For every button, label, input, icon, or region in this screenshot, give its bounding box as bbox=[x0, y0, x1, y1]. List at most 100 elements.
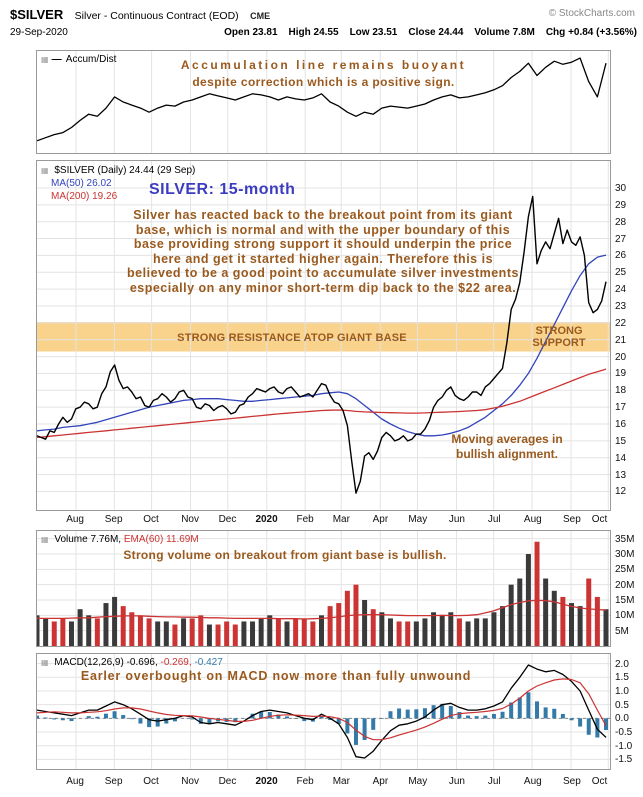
paragraph-line: Silver has reacted back to the breakout … bbox=[133, 208, 513, 222]
price-y-axis: 30 29 28 27 26 25 24 23 22 21 20 19 18 17 16 15 14 13 12 bbox=[615, 161, 643, 510]
x-axis-month-label: Aug bbox=[523, 776, 542, 787]
y-axis-tick-label: 22 bbox=[615, 317, 627, 329]
volume-ema-legend-label: EMA(60) 11.69M bbox=[123, 534, 199, 545]
x-axis-month-label: Aug bbox=[66, 776, 84, 787]
x-axis-month-label: 2020 bbox=[255, 776, 278, 787]
y-axis-tick-label: 12 bbox=[615, 486, 627, 498]
macd-annotation: Earler overbought on MACD now more than … bbox=[80, 669, 472, 683]
quote-high-value: 24.55 bbox=[313, 27, 339, 38]
quote-date: 29-Sep-2020 bbox=[10, 27, 68, 38]
resistance-band-label: STRONG RESISTANCE ATOP GIANT BASE bbox=[177, 332, 407, 344]
panel-grip-icon: ▦ bbox=[41, 658, 49, 667]
x-axis-months-middle: Aug Sep Oct Nov Dec 2020 Feb Mar Apr May Jun Jul Aug… bbox=[0, 514, 643, 527]
y-axis-tick-label: 21 bbox=[615, 334, 627, 346]
quote-close-label: Close bbox=[408, 27, 436, 38]
y-axis-tick-label: 30M bbox=[615, 549, 635, 560]
macd-plot bbox=[37, 654, 610, 769]
x-axis-month-label: Jun bbox=[448, 776, 465, 787]
quote-volume: Volume 7.8M bbox=[474, 27, 534, 38]
quote-volume-value: 7.8M bbox=[512, 27, 535, 38]
x-axis-month-label: Sep bbox=[104, 776, 123, 787]
quote-close-value: 24.44 bbox=[438, 27, 464, 38]
x-axis-month-label: 2020 bbox=[255, 514, 278, 525]
quote-high: High 24.55 bbox=[289, 27, 339, 38]
quote-low-label: Low bbox=[349, 27, 370, 38]
macd-legend-label: MACD(12,26,9) bbox=[54, 657, 124, 668]
x-axis-month-label: Dec bbox=[218, 776, 237, 787]
quote-open-value: 23.81 bbox=[252, 27, 278, 38]
price-annotation-paragraph: Silver has reacted back to the breakout … bbox=[43, 208, 603, 295]
quote-volume-label: Volume bbox=[474, 27, 510, 38]
y-axis-tick-label: -1.5 bbox=[615, 754, 633, 766]
macd-legend: ▦ MACD(12,26,9) -0.696, -0.269, -0.427 bbox=[41, 657, 223, 668]
macd-y-axis: 2.0 1.5 1.0 0.5 0.0 -0.5 -1.0 -1.5 bbox=[615, 654, 643, 769]
y-axis-tick-label: 26 bbox=[615, 250, 627, 262]
quote-open: Open 23.81 bbox=[224, 27, 277, 38]
x-axis-month-label: Jul bbox=[487, 514, 501, 525]
y-axis-tick-label: 30 bbox=[615, 182, 627, 194]
quote-low-value: 23.51 bbox=[372, 27, 398, 38]
moving-average-note: Moving averages in bullish alignment. bbox=[417, 432, 597, 461]
y-axis-tick-label: 24 bbox=[615, 284, 627, 296]
panel-grip-icon: ▦ bbox=[41, 166, 49, 175]
moving-average-note-line2: bullish alignment. bbox=[455, 446, 558, 461]
x-axis-month-label: Oct bbox=[591, 776, 608, 787]
x-axis-month-label: Sep bbox=[562, 776, 581, 787]
price-panel: ▦ $SILVER (Daily) 24.44 (29 Sep) MA(50) … bbox=[36, 160, 611, 511]
y-axis-tick-label: -1.0 bbox=[615, 740, 633, 752]
quote-open-label: Open bbox=[224, 27, 250, 38]
y-axis-tick-label: -0.5 bbox=[615, 727, 633, 739]
y-axis-tick-label: 1.5 bbox=[615, 672, 629, 684]
x-axis-month-label: Feb bbox=[296, 776, 314, 787]
price-plot bbox=[37, 161, 610, 510]
y-axis-tick-label: 28 bbox=[615, 216, 627, 228]
x-axis-months-bottom: Aug Sep Oct Nov Dec 2020 Feb Mar Apr May Jun Jul Aug… bbox=[0, 776, 643, 789]
x-axis-month-label: Aug bbox=[523, 514, 542, 525]
y-axis-tick-label: 16 bbox=[615, 419, 627, 430]
x-axis-month-label: Sep bbox=[104, 514, 123, 525]
y-axis-tick-label: 5M bbox=[615, 625, 629, 637]
quote-change-label: Chg bbox=[545, 27, 566, 38]
x-axis-month-label: Nov bbox=[181, 776, 199, 787]
volume-legend-label: Volume 7.76M, bbox=[54, 534, 122, 545]
accum-dist-legend: ▦ — Accum/Dist bbox=[41, 54, 116, 65]
macd-panel: ▦ MACD(12,26,9) -0.696, -0.269, -0.427 E… bbox=[36, 653, 611, 770]
x-axis-month-label: Jun bbox=[448, 514, 465, 525]
paragraph-line: believed to be a good point to accumulat… bbox=[127, 266, 519, 280]
x-axis-month-label: Aug bbox=[66, 514, 84, 525]
x-axis-month-label: Oct bbox=[591, 514, 608, 525]
y-axis-tick-label: 0.5 bbox=[615, 699, 629, 711]
x-axis-month-label: May bbox=[408, 514, 428, 525]
x-axis-month-label: Mar bbox=[332, 776, 350, 787]
macd-value: -0.696, bbox=[126, 657, 158, 668]
chart-header-row1: $SILVER Silver - Continuous Contract (EO… bbox=[10, 6, 635, 22]
volume-annotation: Strong volume on breakout from giant bas… bbox=[123, 548, 447, 562]
x-axis-month-label: Mar bbox=[332, 514, 350, 525]
y-axis-tick-label: 20M bbox=[615, 579, 635, 591]
panel-grip-icon: ▦ bbox=[41, 535, 49, 544]
x-axis-month-label: Jul bbox=[487, 776, 501, 787]
quote-low: Low 23.51 bbox=[350, 27, 398, 38]
y-axis-tick-label: 1.0 bbox=[615, 685, 629, 697]
accum-annotation-line2: despite correction which is a positive s… bbox=[192, 75, 455, 89]
volume-y-axis: 35M 30M 25M 20M 15M 10M 5M bbox=[615, 531, 643, 646]
y-axis-tick-label: 0.0 bbox=[615, 713, 629, 725]
y-axis-tick-label: 15M bbox=[615, 595, 635, 606]
strong-support-label: STRONG SUPPORT bbox=[515, 325, 603, 349]
macd-histogram-value: -0.427 bbox=[194, 657, 223, 668]
strong-support-line2: SUPPORT bbox=[532, 337, 586, 349]
accum-annotation-line1: Accumulation line remains buoyant bbox=[180, 58, 467, 72]
chart-header-quote-row: 29-Sep-2020 Open 23.81 High 24.55 Low 23… bbox=[10, 27, 637, 38]
accum-dist-panel: ▦ — Accum/Dist Accumulation line remains … bbox=[36, 50, 611, 154]
copyright: © StockCharts.com bbox=[548, 8, 635, 19]
paragraph-line: base, which is normal and with the upper… bbox=[135, 222, 511, 237]
x-axis-month-label: Oct bbox=[143, 776, 159, 787]
y-axis-tick-label: 23 bbox=[615, 300, 627, 312]
volume-legend: ▦ Volume 7.76M, EMA(60) 11.69M bbox=[41, 534, 199, 545]
moving-average-note-line1: Moving averages in bbox=[451, 432, 563, 446]
y-axis-tick-label: 14 bbox=[615, 452, 627, 464]
y-axis-tick-label: 15 bbox=[615, 435, 627, 447]
x-axis-month-label: Oct bbox=[143, 514, 159, 525]
quote-change-value: +0.84 (+3.56%) bbox=[568, 27, 637, 38]
